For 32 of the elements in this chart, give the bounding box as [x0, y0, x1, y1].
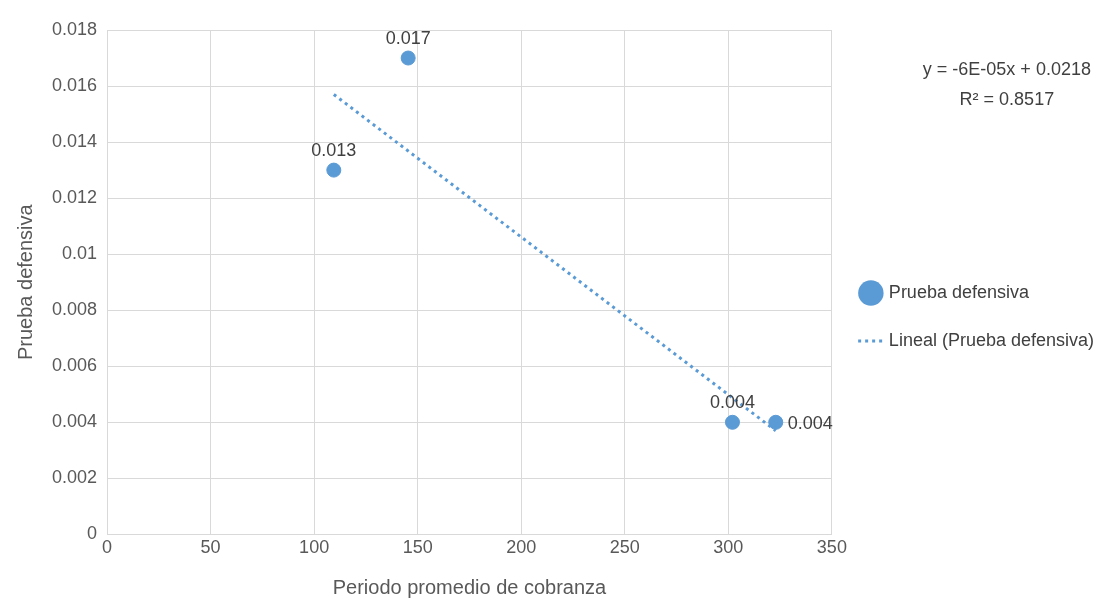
text: R² = 0.8517 [959, 88, 1055, 109]
y-tick-label: 0.008 [52, 299, 98, 320]
point [326, 162, 342, 178]
y-tick-label: 0.012 [52, 187, 98, 208]
legend-label: Lineal (Prueba defensiva) [888, 329, 1095, 350]
y-tick-label: 0.006 [52, 355, 98, 376]
data-label: 0.004 [787, 413, 833, 434]
x-tick-label: 100 [299, 537, 330, 558]
point [724, 414, 740, 430]
y-tick-label: 0.016 [52, 75, 98, 96]
y-tick-label: 0.018 [52, 18, 98, 39]
point [400, 50, 416, 66]
x-tick-label: 50 [200, 537, 221, 558]
y-tick-label: 0 [87, 523, 98, 544]
y-tick-label: 0.004 [52, 411, 98, 432]
text: y = -6E-05x + 0.0218 [922, 58, 1091, 79]
data-label: 0.004 [709, 392, 755, 413]
data-label: 0.017 [385, 27, 431, 48]
data-label: 0.013 [311, 140, 357, 161]
x-tick-label: 200 [506, 537, 537, 558]
x-axis-title: Periodo promedio de cobranza [332, 575, 608, 598]
x-tick-label: 0 [102, 537, 113, 558]
x-tick-label: 150 [402, 537, 433, 558]
point [768, 414, 784, 430]
y-tick-label: 0.01 [62, 243, 98, 264]
y-tick-label: 0.014 [52, 131, 98, 152]
x-tick-label: 350 [816, 537, 847, 558]
x-tick-label: 300 [713, 537, 744, 558]
y-tick-label: 0.002 [52, 467, 98, 488]
x-tick-label: 250 [609, 537, 640, 558]
legend-label: Prueba defensiva [888, 281, 1030, 302]
y-axis-title: Prueba defensiva [13, 203, 36, 361]
